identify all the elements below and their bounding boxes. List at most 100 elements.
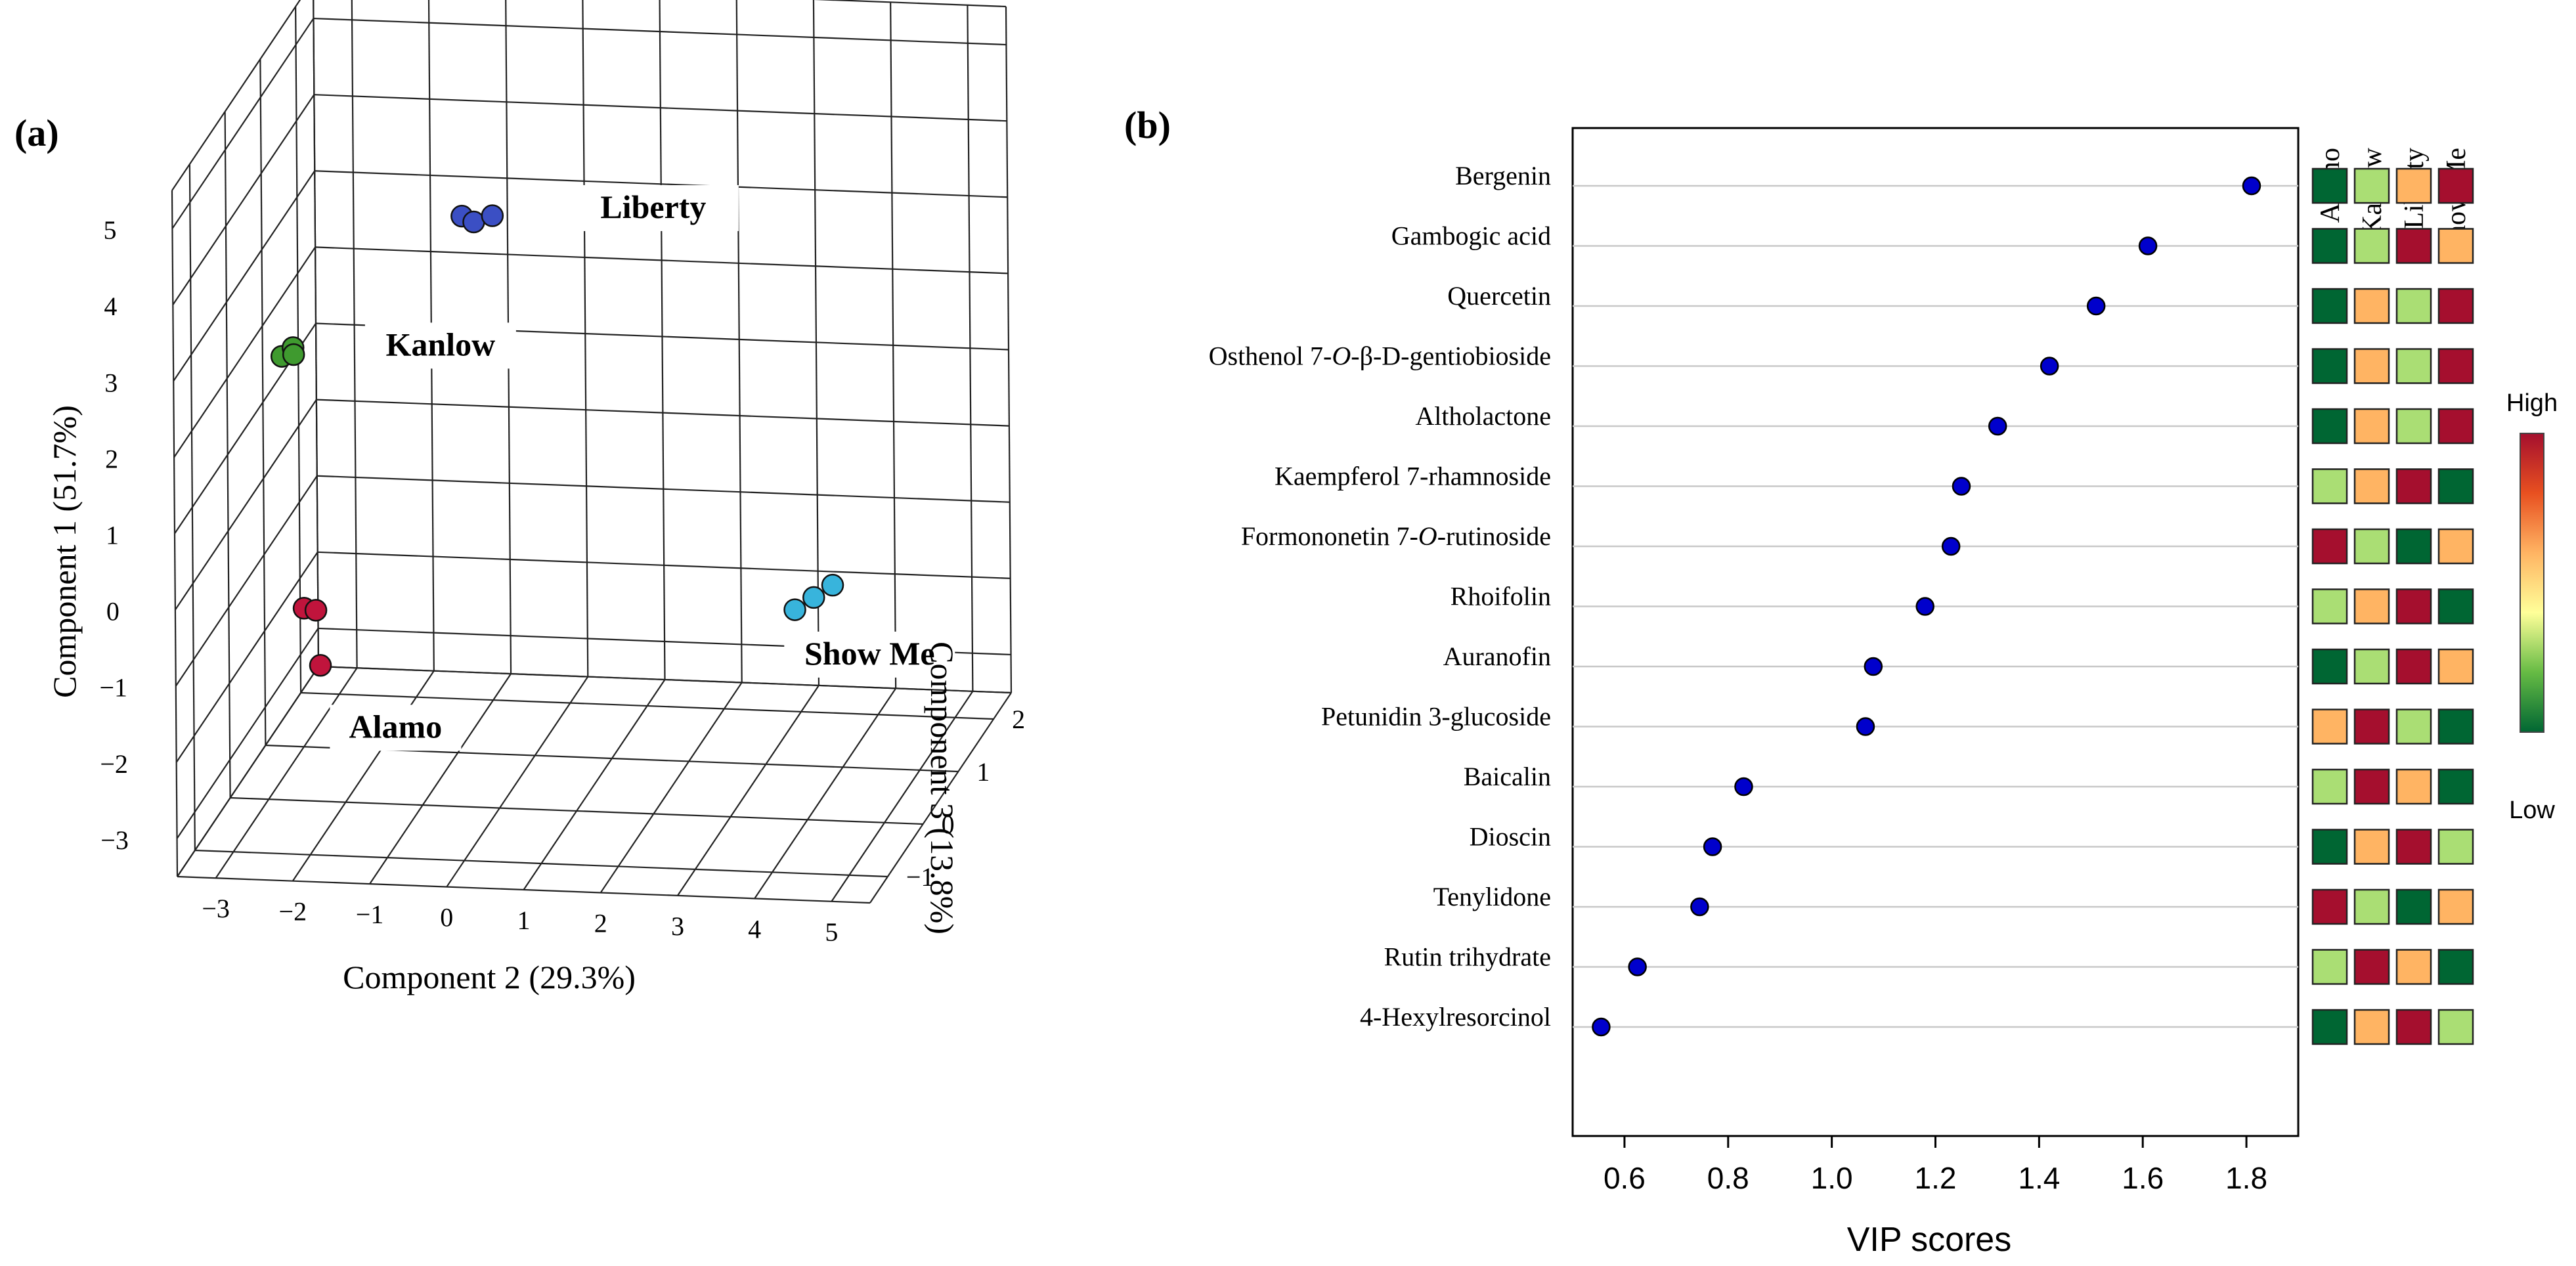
- back-wall-gridline: [314, 94, 1007, 122]
- back-wall-gridline: [582, 0, 589, 677]
- heatmap-cell: [2311, 288, 2348, 324]
- component2-tick-label: 5: [825, 917, 838, 947]
- component2-tick-label: 0: [440, 903, 453, 932]
- heatmap-cell: [2311, 768, 2348, 805]
- heatmap-cell: [2437, 408, 2474, 445]
- group-label: Liberty: [600, 188, 706, 225]
- heatmap-cell: [2311, 648, 2348, 685]
- floor-gridline: [831, 691, 974, 902]
- floor-gridline: [318, 665, 1012, 694]
- heatmap-cell: [2437, 588, 2474, 624]
- heatmap-cell: [2395, 648, 2432, 685]
- left-wall-gridline: [313, 0, 320, 667]
- heatmap-cell: [2311, 888, 2348, 925]
- left-wall-gridline: [171, 0, 301, 191]
- component1-tick-label: 5: [103, 215, 116, 245]
- component2-axis-label: Component 2 (29.3%): [343, 959, 636, 995]
- left-wall-gridline: [171, 18, 315, 229]
- heatmap-cell: [2437, 348, 2474, 384]
- x-tick-label: 1.6: [2122, 1161, 2164, 1195]
- heatmap-cell: [2311, 588, 2348, 624]
- component1-axis-label: Component 1 (51.7%): [46, 405, 83, 698]
- back-wall-gridline: [315, 170, 1008, 198]
- back-wall-gridline: [659, 0, 666, 680]
- heatmap-cell: [2395, 949, 2432, 985]
- component3-tick-label: −1: [906, 862, 934, 892]
- vip-row: Kaempferol 7-rhamnoside: [1275, 462, 2298, 496]
- vip-point: [1941, 536, 1961, 556]
- group-label: Alamo: [349, 708, 443, 745]
- compound-label: Altholactone: [1415, 401, 1551, 431]
- floor-gridline: [194, 849, 888, 878]
- component3-tick-label: 0: [942, 810, 955, 839]
- data-point: [783, 598, 806, 621]
- component1-tick-label: 3: [104, 368, 118, 397]
- left-wall-gridline: [173, 246, 317, 458]
- vip-row: Quercetin: [1447, 281, 2298, 316]
- compound-label: Tenylidone: [1433, 882, 1551, 911]
- floor-gridline: [446, 676, 589, 888]
- heatmap-cell: [2353, 768, 2390, 805]
- floor-gridline: [230, 797, 923, 825]
- left-wall-gridline: [173, 170, 316, 382]
- floor-gridline: [600, 682, 743, 894]
- left-wall-gridline: [176, 628, 319, 839]
- heatmap-cell: [2353, 528, 2390, 565]
- component2-tick-label: −3: [202, 894, 230, 923]
- heatmap-cell: [2437, 228, 2474, 264]
- data-point: [304, 599, 328, 622]
- back-wall-gridline: [735, 0, 743, 683]
- panel-a-label: (a): [14, 112, 59, 154]
- heatmap-cell: [2311, 1009, 2348, 1045]
- heatmap-cell: [2353, 949, 2390, 985]
- compound-label: Rutin trihydrate: [1384, 942, 1551, 972]
- group-label: Show Me: [804, 635, 935, 672]
- component1-tick-label: −3: [100, 825, 129, 855]
- heatmap-cell: [2437, 829, 2474, 865]
- heatmap-cell: [2311, 348, 2348, 384]
- component2-tick-label: 1: [517, 906, 531, 935]
- x-tick-label: 1.2: [1915, 1161, 1957, 1195]
- colorbar-high-label: High: [2506, 389, 2558, 417]
- heatmap-cell: [2395, 348, 2432, 384]
- vip-point: [1734, 777, 1753, 797]
- panel-a-groups: Liberty Kanlow Alamo Show Me: [270, 185, 955, 751]
- heatmap-cell: [2437, 468, 2474, 504]
- data-point: [802, 586, 825, 609]
- data-point: [481, 204, 504, 227]
- heatmap-cell: [2395, 288, 2432, 324]
- heatmap-cell: [2311, 528, 2348, 565]
- vip-point: [1952, 477, 1971, 496]
- floor-gridline: [369, 673, 512, 884]
- vip-row: Gambogic acid: [1391, 221, 2298, 255]
- heatmap-cell: [2395, 528, 2432, 565]
- heatmap-cell: [2311, 709, 2348, 745]
- heatmap-cell: [2353, 648, 2390, 685]
- compound-label: Rhoifolin: [1451, 582, 1551, 611]
- vip-plot-frame: [1571, 127, 2300, 1137]
- vip-point: [1864, 657, 1883, 676]
- compound-label: Osthenol 7-O-β-D-gentiobioside: [1209, 341, 1551, 371]
- heatmap-cell: [2437, 167, 2474, 204]
- heatmap-cell: [2395, 468, 2432, 504]
- heatmap-cell: [2437, 768, 2474, 805]
- vip-row: Baicalin: [1464, 762, 2298, 797]
- component3-axis-label: Component 3 (13.8%): [924, 642, 961, 934]
- left-wall-gridline: [174, 399, 317, 611]
- component1-tick-label: −2: [100, 749, 128, 779]
- compound-label: Kaempferol 7-rhamnoside: [1275, 462, 1551, 491]
- back-wall-gridline: [313, 17, 1007, 46]
- group-kanlow: Kanlow: [270, 322, 516, 369]
- compound-label: Bergenin: [1455, 161, 1551, 190]
- vip-rows: Bergenin Gambogic acid Quercetin Osthenol 7…: [1209, 161, 2298, 1037]
- x-tick-label: 1.8: [2225, 1161, 2267, 1195]
- compound-label: Baicalin: [1464, 762, 1551, 791]
- vip-x-axis: 0.6 0.8 1.0 1.2 1.4 1.6 1.8: [1604, 1136, 2267, 1195]
- compound-label: Quercetin: [1447, 281, 1551, 311]
- back-wall-gridline: [317, 551, 1011, 579]
- heatmap-cell: [2395, 167, 2432, 204]
- compound-label: 4-Hexylresorcinol: [1360, 1002, 1551, 1032]
- component1-tick-label: 4: [104, 292, 117, 321]
- heatmap-cell: [2437, 888, 2474, 925]
